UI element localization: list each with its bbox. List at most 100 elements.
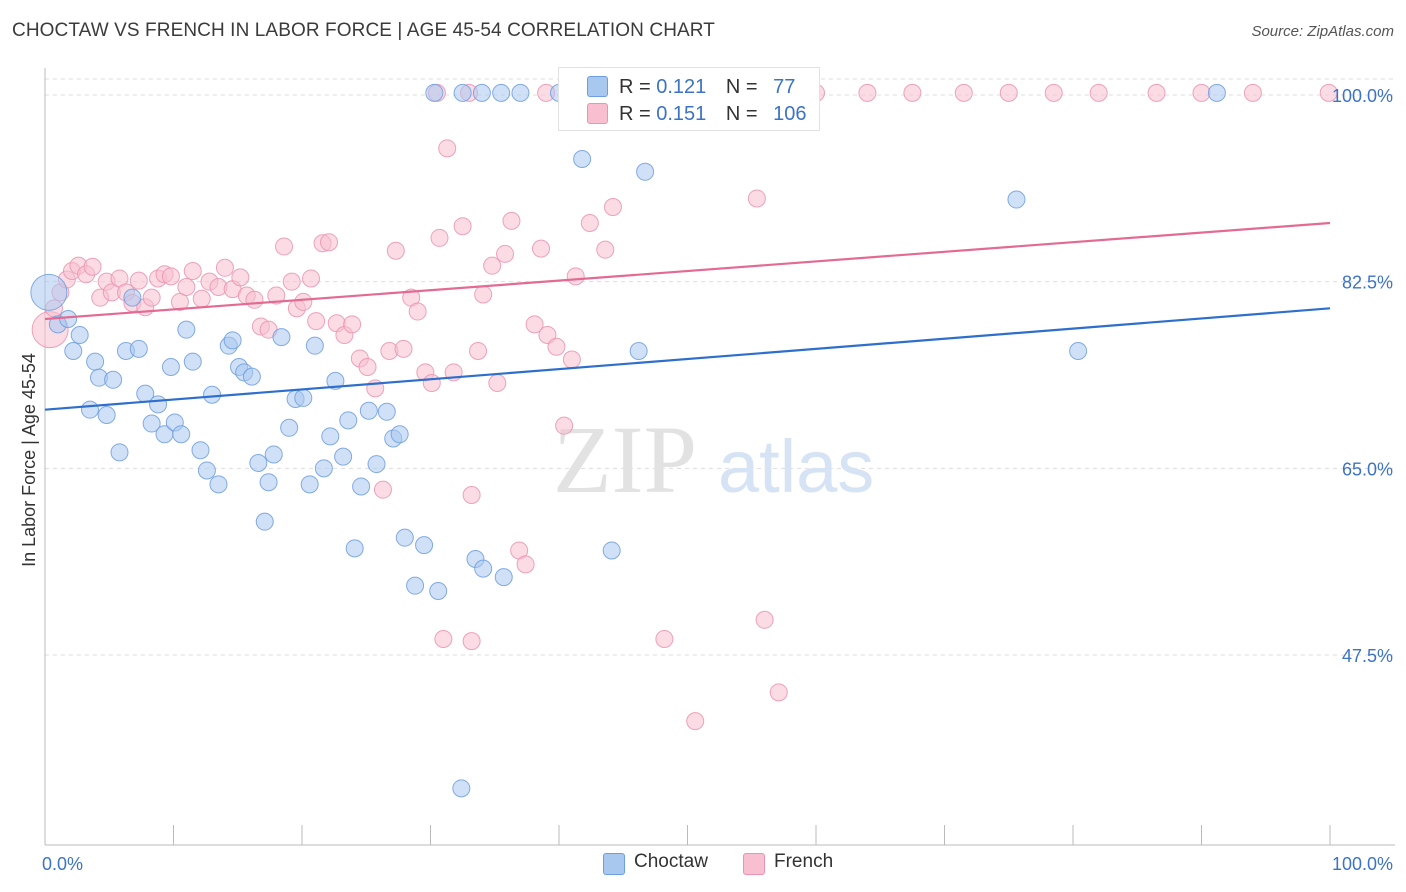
french-point: [462, 486, 481, 504]
tick-labels: 47.5% 65.0% 82.5% 100.0% 0.0% 100.0%: [42, 86, 1393, 874]
french-point: [170, 292, 189, 311]
french-point: [394, 339, 413, 358]
french-point: [580, 214, 599, 232]
choctaw-point: [209, 475, 228, 494]
french-point: [83, 257, 102, 276]
choctaw-point: [472, 83, 491, 102]
french-point: [215, 258, 234, 277]
french-point: [386, 241, 405, 260]
french-swatch: [587, 103, 608, 124]
french-point: [319, 233, 338, 252]
bottom-french-swatch: [743, 853, 765, 875]
watermark-atlas: atlas: [718, 425, 874, 508]
choctaw-point: [149, 395, 168, 414]
choctaw-point: [161, 358, 180, 376]
choctaw-point: [242, 367, 261, 386]
choctaw-point: [377, 402, 396, 421]
choctaw-n-value: 77: [773, 76, 796, 98]
french-point: [502, 211, 521, 230]
french-point: [129, 271, 148, 290]
watermark: ZIP atlas: [553, 406, 874, 513]
french-point: [532, 239, 551, 258]
choctaw-point: [142, 414, 161, 433]
bottom-french-label: French: [774, 851, 834, 872]
y-axis-label: In Labor Force | Age 45-54: [19, 353, 39, 567]
choctaw-point: [602, 541, 621, 560]
choctaw-point: [272, 328, 291, 347]
french-point: [1089, 83, 1108, 102]
legend-row-choctaw: R = 0.121 N = 77: [619, 76, 795, 102]
french-point: [267, 286, 286, 305]
x-tick-label: 100.0%: [1332, 854, 1393, 874]
french-point: [1044, 83, 1063, 102]
choctaw-point: [300, 475, 319, 494]
choctaw-point: [573, 150, 592, 168]
choctaw-point: [636, 162, 655, 181]
choctaw-point: [511, 83, 530, 102]
choctaw-point: [177, 320, 196, 339]
choctaw-point: [172, 425, 191, 444]
choctaw-point: [429, 582, 448, 600]
choctaw-point: [191, 441, 210, 460]
choctaw-point: [1207, 83, 1226, 102]
choctaw-point: [415, 536, 434, 555]
choctaw-point: [64, 342, 83, 360]
choctaw-point: [80, 400, 99, 419]
choctaw-point: [452, 779, 471, 798]
french-point: [142, 288, 161, 307]
french-point: [307, 312, 326, 331]
choctaw-point: [425, 83, 444, 102]
choctaw-point: [390, 425, 409, 444]
french-trend-line: [44, 221, 1331, 321]
choctaw-swatch: [587, 76, 608, 97]
choctaw-point: [197, 461, 216, 480]
chart-title: CHOCTAW VS FRENCH IN LABOR FORCE | AGE 4…: [12, 20, 715, 41]
french-point: [161, 267, 180, 286]
french-point: [566, 267, 585, 286]
choctaw-point: [264, 445, 283, 464]
bottom-legend-french: French: [743, 851, 834, 875]
choctaw-point: [97, 406, 116, 424]
choctaw-point: [339, 411, 358, 430]
french-point: [422, 374, 441, 392]
choctaw-point: [334, 447, 353, 466]
y-tick-label: 65.0%: [1342, 459, 1393, 479]
choctaw-point: [110, 443, 129, 462]
french-point: [343, 315, 362, 334]
french-point: [294, 292, 313, 311]
french-r-value: 0.151: [656, 103, 707, 125]
x-tick-label: 0.0%: [42, 854, 83, 874]
french-n-label: N =: [725, 103, 758, 125]
choctaw-point: [255, 512, 274, 531]
french-point: [1147, 83, 1166, 102]
choctaw-point: [259, 473, 278, 492]
choctaw-point: [345, 539, 364, 558]
choctaw-point: [453, 83, 472, 102]
french-point: [408, 302, 427, 321]
choctaw-point: [249, 454, 268, 472]
axes: [44, 68, 1395, 846]
french-point: [373, 480, 392, 499]
choctaw-point: [123, 288, 142, 307]
data-points: [30, 83, 1338, 798]
french-point: [453, 217, 472, 236]
choctaw-point: [280, 418, 299, 437]
choctaw-point: [129, 339, 148, 358]
choctaw-r-value: 0.121: [656, 76, 707, 98]
choctaw-trend-line: [44, 307, 1331, 411]
french-point: [1319, 83, 1338, 102]
french-point: [686, 712, 705, 731]
choctaw-point: [314, 459, 333, 478]
french-point: [483, 256, 502, 275]
french-point: [858, 83, 877, 102]
choctaw-point: [1007, 190, 1026, 209]
french-point: [1243, 83, 1262, 102]
choctaw-point: [326, 371, 345, 390]
french-point: [547, 337, 566, 356]
french-point: [231, 268, 250, 287]
french-point: [562, 350, 581, 369]
choctaw-point: [321, 427, 340, 446]
french-point: [430, 228, 449, 247]
choctaw-point: [474, 559, 493, 578]
